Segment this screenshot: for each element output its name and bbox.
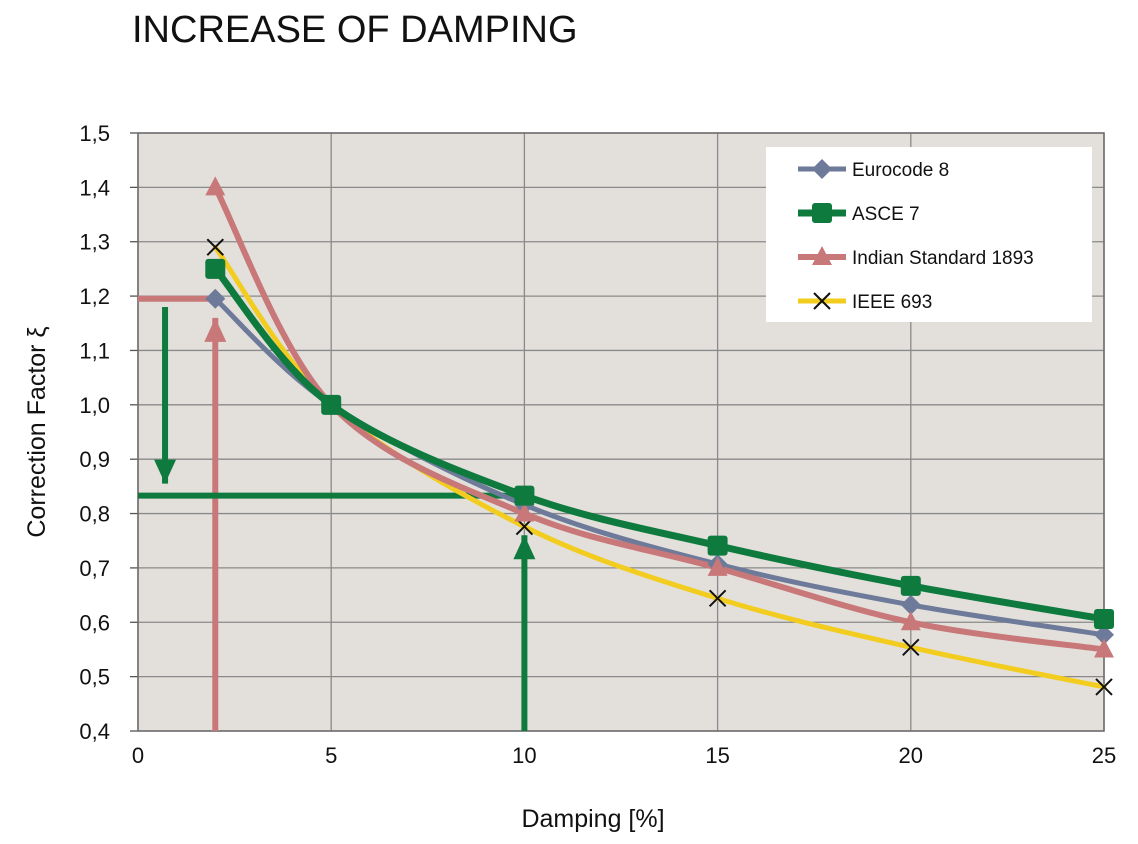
data-point: [1094, 638, 1114, 658]
y-tick-label: 1,5: [79, 121, 110, 146]
data-point: [206, 238, 224, 256]
legend-marker: [812, 246, 832, 265]
x-tick-label: 5: [325, 743, 337, 768]
x-tick-label: 0: [132, 743, 144, 768]
data-point: [1094, 609, 1114, 630]
data-point: [707, 556, 728, 576]
legend-label: ASCE 7: [852, 204, 920, 225]
y-tick-label: 0,6: [79, 610, 110, 635]
x-tick-label: 10: [512, 743, 536, 768]
y-tick-label: 1,0: [79, 393, 110, 418]
data-point: [902, 638, 920, 656]
legend-marker: [812, 159, 832, 179]
legend-label: Indian Standard 1893: [852, 248, 1034, 269]
data-point: [900, 594, 921, 615]
plot-border: [137, 132, 1105, 732]
data-point: [708, 589, 727, 608]
legend-marker: [812, 203, 832, 223]
data-point: [1095, 678, 1113, 696]
series-line: [212, 184, 1107, 653]
x-tick-label: 15: [705, 743, 729, 768]
y-tick-label: 1,3: [79, 230, 110, 255]
legend-marker: [813, 292, 831, 310]
legend: Eurocode 8 ASCE 7 Indian Standard 1893 IEEE…: [766, 147, 1092, 322]
y-tick-label: 0,9: [79, 447, 110, 472]
y-tick-label: 1,2: [79, 284, 110, 309]
y-tick-label: 0,7: [79, 556, 110, 581]
tick-labels: 0,4 0,5 0,6 0,7 0,8 0,9 1,0 1,1 1,2 1,3 1,4 1,5 0 5 10…: [79, 121, 1116, 768]
arrow-head: [154, 459, 177, 484]
data-point: [900, 575, 921, 596]
arrow-head: [513, 535, 536, 560]
data-point: [205, 176, 226, 196]
arrow-head: [204, 317, 227, 342]
series-lines: [205, 176, 1114, 696]
x-axis-label: Damping [%]: [521, 805, 664, 833]
y-tick-label: 0,8: [79, 502, 110, 527]
chart-title: INCREASE OF DAMPING: [132, 9, 578, 51]
data-point: [707, 535, 728, 556]
data-point: [514, 502, 535, 522]
y-tick-label: 0,5: [79, 665, 110, 690]
y-axis-label: Correction Factor ξ: [23, 326, 51, 537]
data-point: [205, 258, 226, 279]
x-tick-label: 25: [1092, 743, 1116, 768]
data-point: [900, 611, 921, 631]
legend-label: Eurocode 8: [852, 160, 949, 181]
annotations: [138, 295, 536, 731]
data-point: [514, 485, 535, 506]
y-tick-label: 1,1: [79, 338, 110, 363]
data-point: [1094, 624, 1114, 645]
x-tick-label: 20: [899, 743, 923, 768]
legend-label: IEEE 693: [852, 292, 932, 313]
series-line: [211, 265, 1108, 623]
y-tick-label: 0,4: [79, 719, 110, 744]
data-point: [205, 288, 226, 309]
y-tick-label: 1,4: [79, 175, 110, 200]
data-point: [321, 394, 342, 415]
